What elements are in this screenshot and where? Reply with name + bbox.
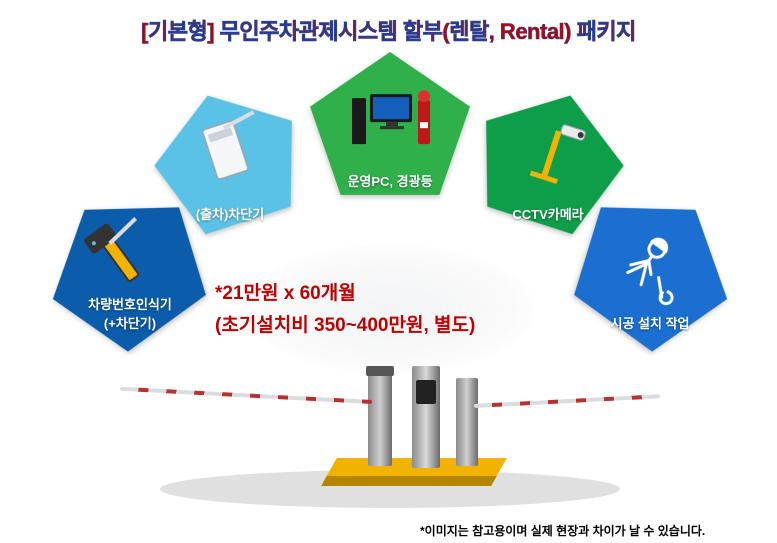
- pentagon-label-0: 차량번호인식기 (+차단기): [48, 294, 212, 332]
- pillar-3: [456, 378, 478, 466]
- footnote-text: *이미지는 참고용이며 실제 현장과 차이가 날 수 있습니다.: [420, 524, 705, 538]
- pentagon-4: 시공 설치 작업: [568, 195, 732, 350]
- pentagon-label-4: 시공 설치 작업: [568, 313, 732, 332]
- barrier-arm-right: [474, 394, 660, 408]
- pricing-block: *21만원 x 60개월 (초기설치비 350~400만원, 별도): [215, 278, 475, 343]
- pillar-2-screen: [416, 380, 436, 404]
- pentagon-shape-1: [135, 72, 324, 257]
- pillar-1: [368, 372, 392, 466]
- footnote: *이미지는 참고용이며 실제 현장과 차이가 날 수 있습니다.: [420, 522, 705, 539]
- title-text: [기본형] 무인주차관제시스템 할부(렌탈, Rental) 패키지: [141, 19, 636, 44]
- barrier-arm-left: [120, 387, 372, 404]
- product-base-side: [321, 476, 497, 486]
- pentagon-label-1: (출차)차단기: [154, 204, 306, 223]
- page-title: [기본형] 무인주차관제시스템 할부(렌탈, Rental) 패키지: [0, 0, 777, 46]
- bottom-product: [120, 350, 660, 520]
- pentagon-2: 운영PC, 경광등: [306, 52, 474, 210]
- pentagon-label-2: 운영PC, 경광등: [306, 171, 474, 190]
- pricing-line1: *21만원 x 60개월: [215, 278, 475, 310]
- pillar-1-cap: [366, 366, 394, 376]
- pentagon-1: (출차)차단기: [154, 92, 306, 237]
- pricing-line2: (초기설치비 350~400만원, 별도): [215, 310, 475, 342]
